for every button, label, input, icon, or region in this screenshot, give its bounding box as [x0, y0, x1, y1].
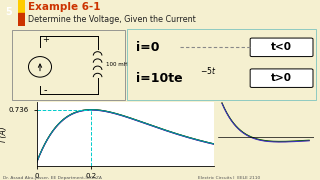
Text: 100 mH: 100 mH	[106, 62, 128, 67]
Text: i=10te: i=10te	[136, 72, 182, 85]
Text: Determine the Voltage, Given the Current: Determine the Voltage, Given the Current	[28, 15, 195, 24]
Y-axis label: i (A): i (A)	[0, 126, 8, 141]
Text: t<0: t<0	[271, 42, 292, 52]
Bar	[18, 13, 25, 26]
FancyBboxPatch shape	[250, 38, 313, 57]
Text: 5: 5	[5, 7, 12, 17]
Text: +: +	[42, 35, 49, 44]
Text: t>0: t>0	[271, 73, 292, 83]
Text: i=0: i=0	[136, 41, 159, 54]
Bar	[18, 0, 25, 13]
FancyBboxPatch shape	[250, 69, 313, 87]
Text: Electric Circuits I  EELE 2110: Electric Circuits I EELE 2110	[198, 176, 261, 180]
Text: Dr. Assad Abu-Jasser, EE Department-IUGaZA: Dr. Assad Abu-Jasser, EE Department-IUGa…	[3, 176, 102, 180]
Text: -: -	[44, 86, 47, 96]
Text: Example 6-1: Example 6-1	[28, 1, 100, 12]
Text: $-5t$: $-5t$	[200, 66, 216, 76]
